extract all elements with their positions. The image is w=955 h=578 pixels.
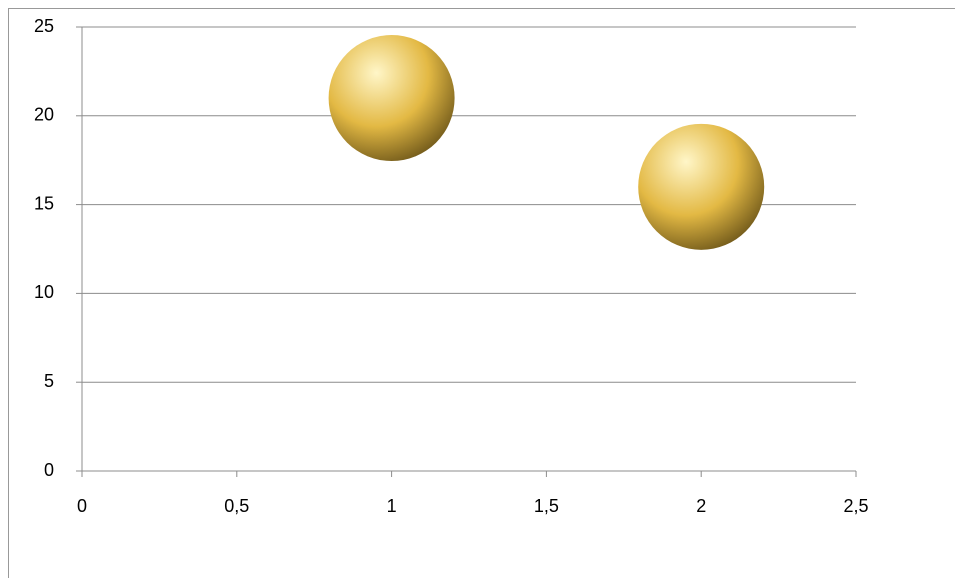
y-tick-label: 5 <box>44 371 54 391</box>
x-tick-label: 0,5 <box>224 496 249 516</box>
y-tick-label: 10 <box>34 282 54 302</box>
bubble <box>328 35 455 162</box>
bubble <box>638 123 765 250</box>
x-tick-label: 1,5 <box>534 496 559 516</box>
y-tick-label: 15 <box>34 193 54 213</box>
chart-border <box>8 8 955 578</box>
y-tick-label: 25 <box>34 16 54 36</box>
x-tick-label: 1 <box>387 496 397 516</box>
x-tick-label: 0 <box>77 496 87 516</box>
y-tick-label: 0 <box>44 460 54 480</box>
x-tick-label: 2 <box>696 496 706 516</box>
x-tick-label: 2,5 <box>843 496 868 516</box>
y-tick-label: 20 <box>34 105 54 125</box>
